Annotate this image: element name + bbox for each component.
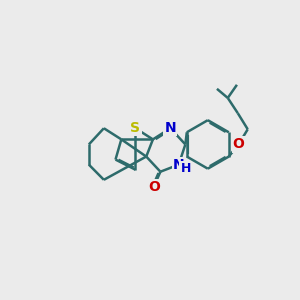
Text: O: O [232,137,244,152]
Text: N: N [173,158,184,172]
Text: N: N [165,121,176,135]
Text: O: O [148,180,160,194]
Text: H: H [180,162,191,175]
Text: S: S [130,121,140,135]
